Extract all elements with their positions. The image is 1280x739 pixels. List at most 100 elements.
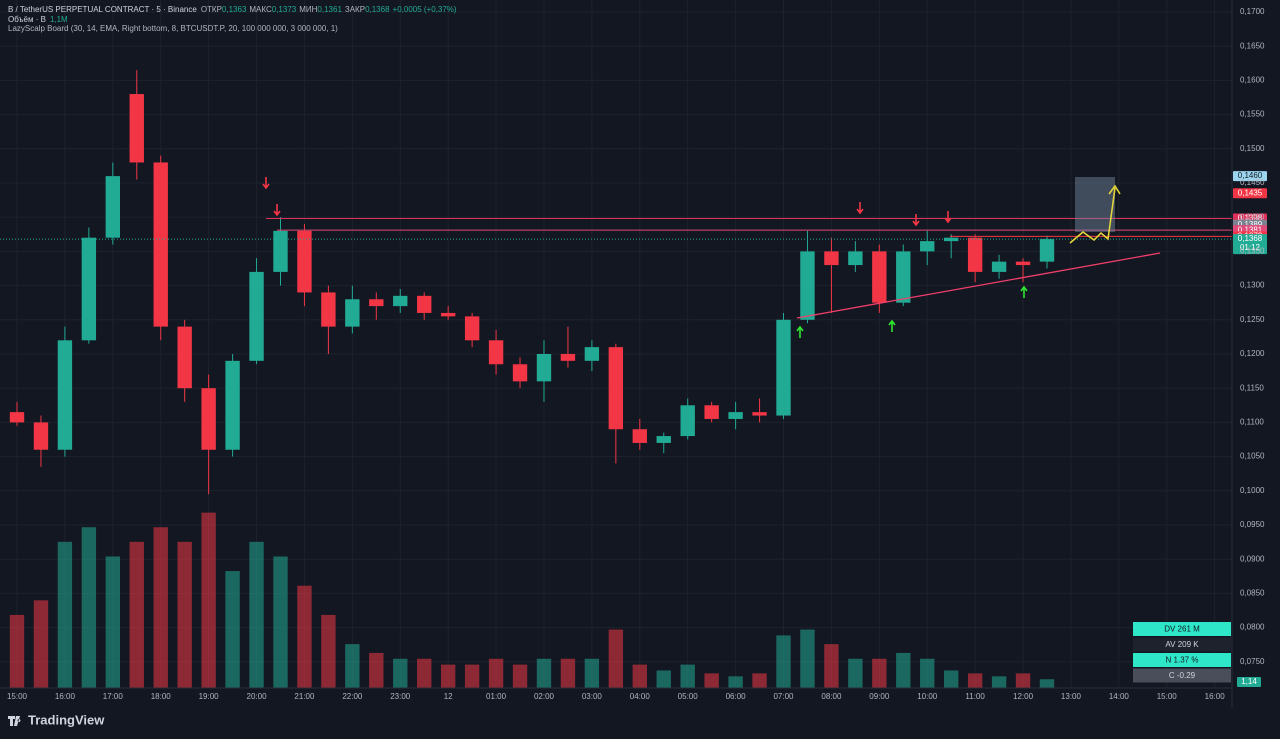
candle-body bbox=[872, 251, 887, 303]
x-tick-label: 14:00 bbox=[1109, 692, 1130, 701]
x-tick-label: 17:00 bbox=[103, 692, 124, 701]
candle-body bbox=[608, 347, 624, 430]
down-arrows bbox=[262, 177, 952, 227]
candle-body bbox=[1015, 261, 1031, 266]
y-tick-label: 0,1150 bbox=[1240, 383, 1264, 392]
logo: TradingView bbox=[28, 712, 105, 727]
trend-line bbox=[796, 252, 1161, 319]
y-tick-label: 0,0900 bbox=[1240, 554, 1265, 563]
y-tick-label: 0,0950 bbox=[1240, 520, 1265, 529]
volume-bar bbox=[920, 658, 935, 688]
volume-bar bbox=[273, 556, 288, 688]
volume-bar bbox=[656, 670, 671, 688]
level-label: 0,1381 bbox=[1238, 225, 1263, 234]
volume-bar bbox=[1015, 673, 1031, 688]
y-tick-label: 0,0800 bbox=[1240, 623, 1265, 632]
volume-bar bbox=[33, 600, 49, 688]
candle-body bbox=[824, 251, 839, 266]
volume-axis-label: 1,14 bbox=[1241, 677, 1257, 686]
up-arrows bbox=[796, 285, 1028, 338]
logo-icon bbox=[8, 716, 21, 726]
x-tick-label: 23:00 bbox=[390, 692, 411, 701]
volume-bar bbox=[560, 658, 576, 688]
price-axis: 0,17000,16500,16000,15500,15000,14500,14… bbox=[7, 7, 1265, 701]
level-badge bbox=[1233, 188, 1267, 199]
x-tick-label: 10:00 bbox=[917, 692, 938, 701]
x-tick-label: 15:00 bbox=[7, 692, 28, 701]
volume-bar bbox=[297, 585, 312, 688]
candles bbox=[9, 70, 1055, 495]
ohlc-value: 0,1361 bbox=[317, 5, 342, 14]
x-tick-label: 12:00 bbox=[1013, 692, 1034, 701]
candle-body bbox=[632, 429, 647, 443]
level-label: 0,1435 bbox=[1238, 188, 1263, 197]
board-cell bbox=[1133, 637, 1231, 652]
y-tick-label: 0,1700 bbox=[1240, 7, 1265, 16]
volume-bar bbox=[225, 571, 240, 688]
volume-bar bbox=[153, 527, 168, 688]
x-tick-label: 08:00 bbox=[821, 692, 842, 701]
candle-body bbox=[967, 237, 983, 272]
volume-bar bbox=[177, 541, 192, 688]
volume-bar bbox=[488, 658, 504, 688]
y-tick-label: 0,1400 bbox=[1240, 212, 1265, 221]
candle-body bbox=[153, 162, 168, 327]
candle-body bbox=[33, 422, 49, 450]
y-tick-label: 0,0850 bbox=[1240, 589, 1265, 598]
candle-body bbox=[105, 176, 121, 238]
volume-bar bbox=[608, 629, 624, 688]
candle-body bbox=[393, 295, 408, 307]
level-badge bbox=[1233, 171, 1267, 182]
board-cell bbox=[1133, 622, 1231, 636]
y-tick-label: 0,1500 bbox=[1240, 144, 1265, 153]
last-price-label: 0,1368 bbox=[1238, 234, 1263, 243]
ohlc-label: ЗАКР bbox=[345, 5, 365, 14]
y-tick-label: 0,1200 bbox=[1240, 349, 1265, 358]
last-price-badge bbox=[1233, 234, 1267, 255]
level-label: 0,1460 bbox=[1238, 171, 1263, 180]
x-tick-label: 09:00 bbox=[869, 692, 890, 701]
candle-body bbox=[896, 251, 911, 303]
level-label: 0,1389 bbox=[1238, 220, 1263, 229]
x-tick-label: 19:00 bbox=[199, 692, 220, 701]
x-tick-label: 07:00 bbox=[773, 692, 794, 701]
ohlc-label: МИН bbox=[299, 5, 317, 14]
ohlc-value: 0,1373 bbox=[272, 5, 297, 14]
candle-body bbox=[201, 388, 216, 450]
volume-bar bbox=[872, 658, 887, 688]
candle-body bbox=[680, 405, 695, 437]
candle-body bbox=[321, 292, 336, 327]
header-line: B / TetherUS PERPETUAL CONTRACT · 5 · Bi… bbox=[8, 5, 457, 14]
volume-bar bbox=[728, 676, 743, 688]
annotations bbox=[262, 177, 1161, 338]
x-tick-label: 06:00 bbox=[726, 692, 747, 701]
x-tick-label: 01:00 bbox=[486, 692, 507, 701]
volume-bar bbox=[632, 664, 647, 688]
volume-bar bbox=[249, 541, 264, 688]
y-tick-label: 0,1350 bbox=[1240, 246, 1265, 255]
candle-body bbox=[9, 412, 25, 423]
candle-body bbox=[273, 230, 288, 272]
candle-body bbox=[656, 436, 671, 443]
volume-bar bbox=[991, 676, 1007, 688]
volume-bar bbox=[393, 658, 408, 688]
candle-body bbox=[297, 230, 312, 293]
candle-body bbox=[488, 340, 504, 365]
x-tick-label: 05:00 bbox=[678, 692, 699, 701]
candle-body bbox=[1039, 239, 1055, 262]
candle-body bbox=[81, 237, 97, 341]
candle-body bbox=[560, 353, 576, 361]
countdown: 01:12 bbox=[1240, 243, 1261, 252]
candle-body bbox=[512, 364, 528, 382]
candle-body bbox=[752, 412, 767, 416]
candle-body bbox=[345, 299, 360, 327]
volume-bar bbox=[440, 664, 456, 688]
ohlc-value: 0,1368 bbox=[365, 5, 390, 14]
volume-bar bbox=[512, 664, 528, 688]
candle-body bbox=[417, 295, 432, 313]
volume-bar bbox=[57, 541, 73, 688]
y-tick-label: 0,1250 bbox=[1240, 315, 1265, 324]
candle-body bbox=[177, 326, 192, 389]
forecast-path bbox=[1069, 187, 1116, 244]
candle-body bbox=[728, 412, 743, 419]
